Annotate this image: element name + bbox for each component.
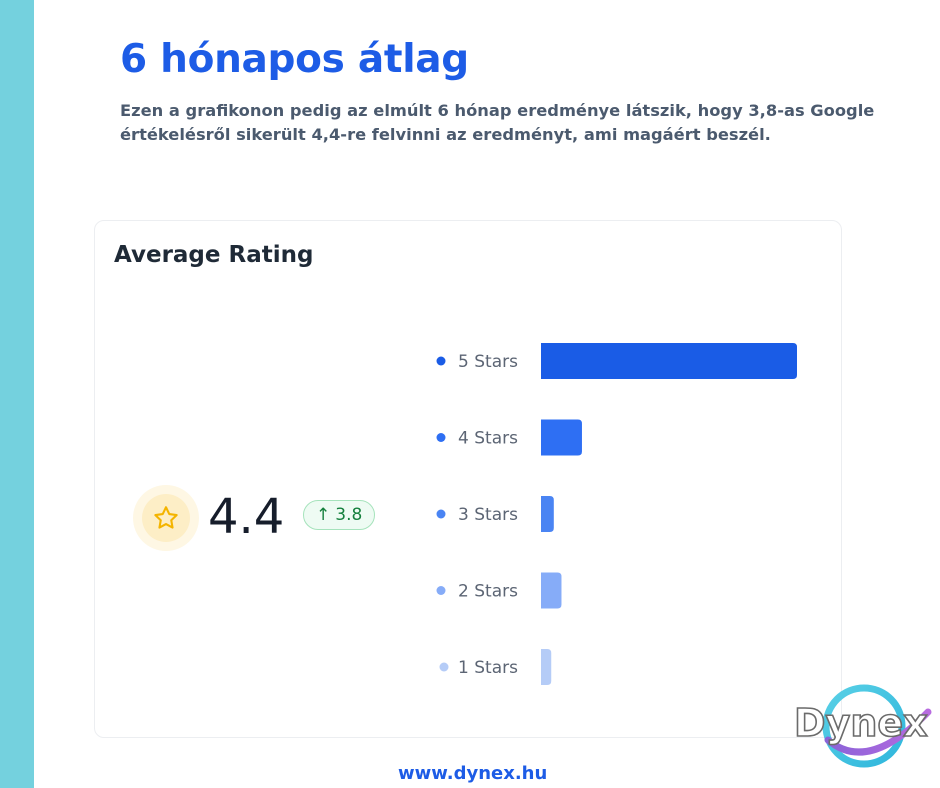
legend-dot [439, 662, 449, 672]
category-label: 4 Stars [458, 429, 518, 449]
page-title: 6 hónapos átlag [120, 37, 469, 82]
star-icon [154, 506, 178, 529]
bar[interactable] [541, 343, 797, 379]
previous-rating-value: 3.8 [335, 505, 363, 525]
card-title: Average Rating [114, 242, 314, 268]
rating-distribution-chart: 5 Stars 4 Stars 3 Stars 2 Stars 1 Stars [436, 343, 797, 685]
legend-dot [436, 433, 446, 442]
page-subtitle: Ezen a grafikonon pedig az elmúlt 6 hóna… [120, 101, 875, 144]
bar[interactable] [541, 572, 562, 609]
svg-text:Dynex: Dynex [794, 701, 928, 745]
footer-url[interactable]: www.dynex.hu [398, 763, 548, 784]
category-label: 2 Stars [458, 582, 518, 602]
average-rating-value: 4.4 [208, 489, 285, 545]
star-badge [133, 485, 199, 551]
legend-dot [436, 509, 446, 519]
bar[interactable] [541, 496, 554, 532]
category-label: 1 Stars [458, 658, 518, 678]
side-stripe [0, 0, 34, 788]
bar[interactable] [541, 419, 582, 456]
rating-change-badge: ↑ 3.8 [303, 500, 376, 530]
category-label: 3 Stars [458, 505, 518, 525]
rating-card: Average Rating 4.4 ↑ 3.8 5 Stars 4 Stars 3… [94, 220, 842, 738]
arrow-up-icon: ↑ [316, 505, 331, 525]
legend-dot [436, 586, 446, 595]
dynex-logo: Dynex [793, 684, 932, 768]
bar[interactable] [541, 649, 552, 685]
legend-dot [436, 356, 446, 366]
category-label: 5 Stars [458, 352, 518, 372]
